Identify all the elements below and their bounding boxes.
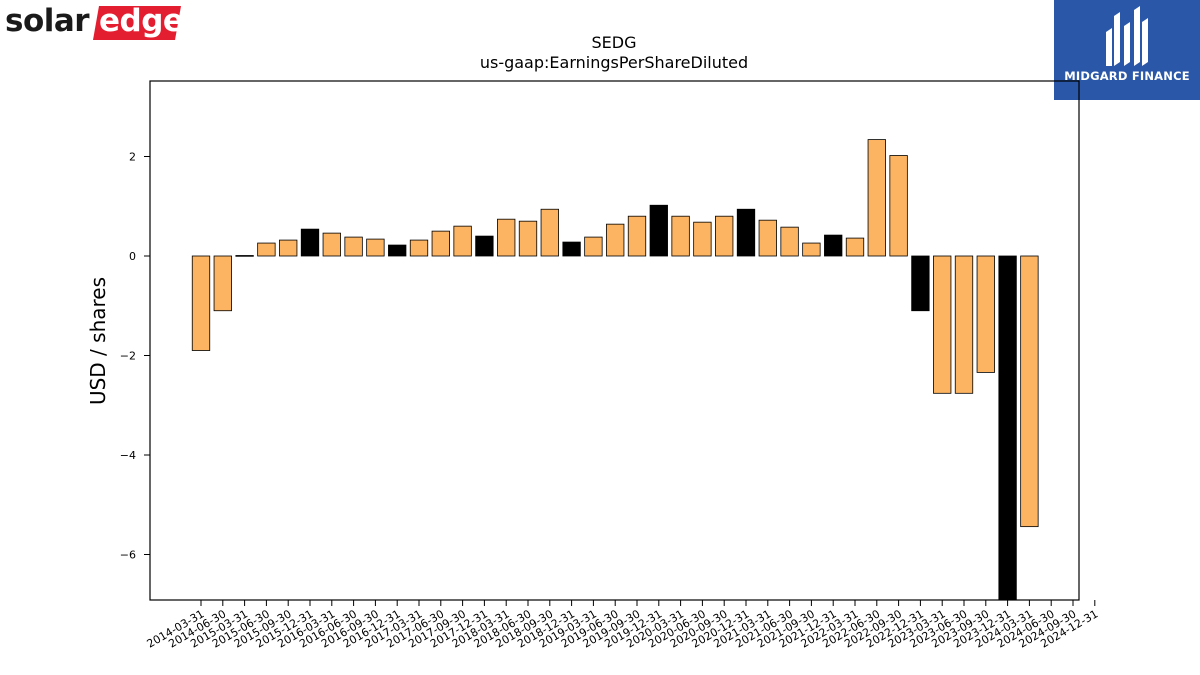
bar-2016-03-31 bbox=[322, 232, 341, 257]
bar-2022-12-31 bbox=[911, 255, 930, 312]
chart-subtitle: us-gaap:EarningsPerShareDiluted bbox=[480, 53, 748, 72]
bar-2018-03-31 bbox=[497, 218, 516, 257]
bar-2018-09-30 bbox=[540, 208, 559, 257]
midgard-emblem-icon bbox=[1106, 6, 1148, 66]
logo-text-solar: solar bbox=[5, 3, 90, 39]
bar-2020-12-31 bbox=[736, 208, 756, 257]
bar-2015-03-31 bbox=[235, 255, 254, 257]
bar-2017-12-31 bbox=[475, 235, 494, 257]
chart-title: SEDG bbox=[592, 33, 637, 52]
bar-2019-09-30 bbox=[627, 215, 647, 257]
bar-2020-06-30 bbox=[693, 221, 712, 257]
bar-2019-12-31 bbox=[649, 204, 668, 257]
y-axis-ticks: 2 0 −2 −4 −6 bbox=[120, 151, 150, 562]
bar-2015-06-30 bbox=[257, 242, 276, 257]
bar-2019-06-30 bbox=[606, 223, 625, 257]
bar-2015-09-30 bbox=[279, 239, 298, 257]
bars-group bbox=[191, 139, 1039, 600]
y-tick-label: −6 bbox=[120, 549, 136, 562]
bar-2020-03-31 bbox=[671, 215, 690, 257]
bar-2022-06-30 bbox=[867, 139, 886, 257]
bar-2021-06-30 bbox=[780, 226, 799, 257]
partner-name: MIDGARD FINANCE bbox=[1064, 69, 1190, 83]
y-tick-label: −4 bbox=[120, 449, 136, 462]
bar-2014-03-31 bbox=[191, 255, 211, 351]
bar-2017-09-30 bbox=[453, 225, 472, 257]
bar-2019-03-31 bbox=[584, 236, 603, 257]
bar-2016-06-30 bbox=[344, 236, 363, 257]
bar-2021-12-31 bbox=[824, 234, 843, 257]
bar-2021-09-30 bbox=[802, 242, 821, 257]
x-axis-ticks: 2014-03-312014-06-302015-03-312015-06-30… bbox=[145, 600, 1100, 651]
logo-edge-badge bbox=[93, 6, 181, 40]
bar-2014-06-30 bbox=[213, 255, 232, 312]
bar-2018-06-30 bbox=[518, 220, 538, 257]
y-tick-label: 2 bbox=[129, 151, 136, 164]
solaredge-logo: solar edge bbox=[5, 3, 185, 43]
bar-2023-03-31 bbox=[933, 255, 952, 394]
bar-2017-03-31 bbox=[409, 239, 429, 257]
plot-frame bbox=[149, 80, 1080, 601]
midgard-finance-logo: MIDGARD FINANCE bbox=[1054, 0, 1200, 100]
bar-2018-12-31 bbox=[562, 241, 581, 257]
bar-2021-03-31 bbox=[758, 219, 777, 257]
bar-2016-09-30 bbox=[366, 238, 385, 257]
bar-2023-06-30 bbox=[954, 255, 974, 394]
bar-2017-06-30 bbox=[431, 230, 450, 257]
bar-2023-12-31 bbox=[998, 255, 1017, 600]
y-tick-label: 0 bbox=[129, 250, 136, 263]
y-axis-label: USD / shares bbox=[86, 277, 110, 405]
bar-2016-12-31 bbox=[388, 244, 407, 257]
y-tick-label: −2 bbox=[120, 350, 136, 363]
bar-2022-03-31 bbox=[845, 237, 865, 257]
bar-2022-09-30 bbox=[889, 155, 908, 257]
bar-2023-09-30 bbox=[976, 255, 995, 373]
bar-2024-03-31 bbox=[1020, 255, 1039, 528]
bar-2015-12-31 bbox=[300, 228, 320, 257]
logo-text-edge: edge bbox=[99, 3, 184, 39]
bar-2020-09-30 bbox=[715, 215, 734, 257]
